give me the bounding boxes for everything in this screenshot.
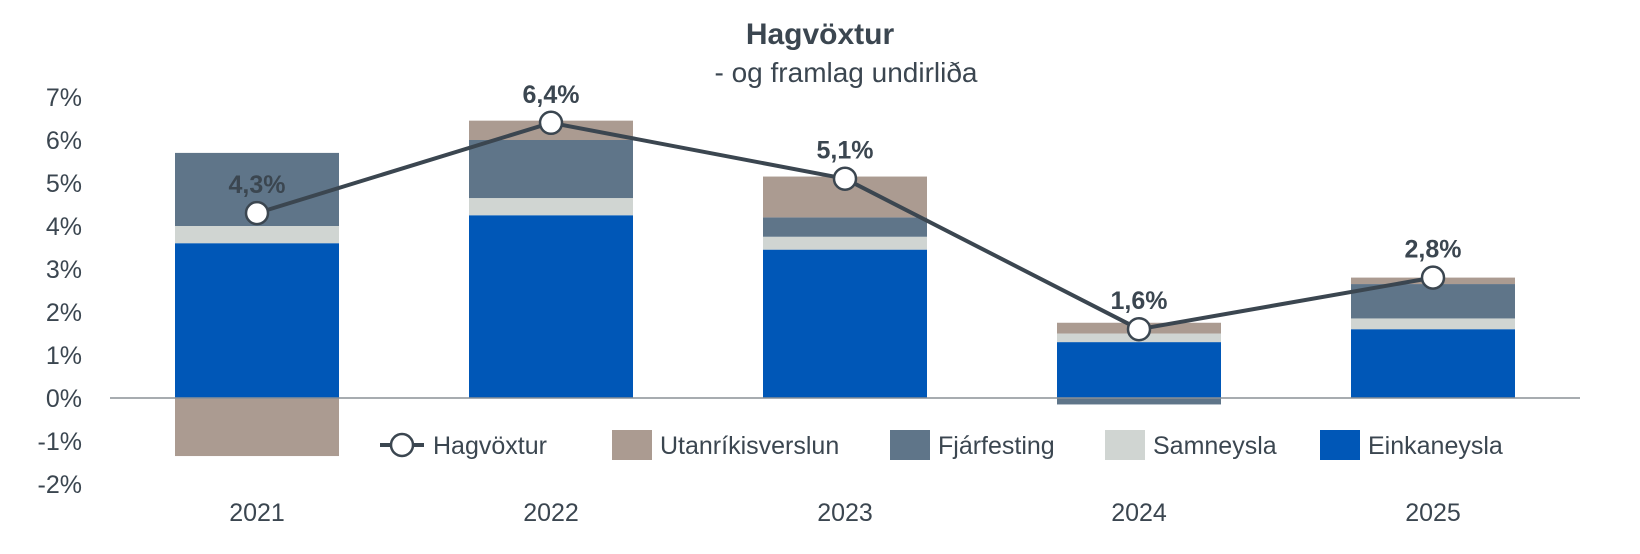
chart-title: Hagvöxtur bbox=[746, 18, 895, 51]
y-tick-label: 5% bbox=[46, 170, 82, 198]
bar-fjárfesting-2023 bbox=[763, 217, 927, 237]
y-tick-label: 7% bbox=[46, 84, 82, 112]
marker-hagvoxtur-2025 bbox=[1420, 265, 1446, 290]
y-axis: -2% -1% 0% 1% 2% 3% 4% 5% 6% 7% bbox=[38, 84, 82, 499]
chart-subtitle: - og framlag undirliða bbox=[714, 57, 977, 88]
marker-hagvoxtur-2023 bbox=[832, 166, 858, 191]
y-tick-label: -1% bbox=[38, 428, 82, 456]
y-tick-label: -2% bbox=[38, 471, 82, 499]
legend-label: Fjárfesting bbox=[938, 432, 1055, 460]
bar-einkaneysla-2021 bbox=[175, 243, 339, 398]
marker-hagvoxtur-2024 bbox=[1126, 316, 1152, 342]
y-tick-label: 1% bbox=[46, 342, 82, 370]
legend-marker-hagvoxtur bbox=[389, 432, 415, 458]
legend: Hagvöxtur Utanríkisverslun Fjárfesting Samn… bbox=[380, 430, 1503, 460]
x-axis: 2021 2022 2023 2024 2025 bbox=[229, 499, 1461, 527]
x-tick-label: 2023 bbox=[817, 499, 873, 527]
bar-einkaneysla-2024 bbox=[1057, 342, 1221, 398]
marker-hagvoxtur-2021 bbox=[244, 200, 270, 226]
bar-einkaneysla-2022 bbox=[469, 215, 633, 398]
marker-hagvoxtur-2022 bbox=[538, 110, 564, 136]
x-tick-label: 2024 bbox=[1111, 499, 1167, 527]
data-label-hagvoxtur: 4,3% bbox=[229, 171, 286, 199]
legend-label: Samneysla bbox=[1153, 432, 1277, 460]
bar-einkaneysla-2023 bbox=[763, 249, 927, 398]
bar-samneysla-2023 bbox=[763, 236, 927, 250]
legend-label: Utanríkisverslun bbox=[660, 432, 839, 460]
bar-fjárfesting-2024 bbox=[1057, 398, 1221, 405]
y-tick-label: 2% bbox=[46, 299, 82, 327]
x-tick-label: 2022 bbox=[523, 499, 579, 527]
bar-fjárfesting-2022 bbox=[469, 140, 633, 199]
line-layer: 4,3% 6,4% 5,1% 1,6% 2,8% bbox=[229, 81, 1462, 342]
y-tick-label: 4% bbox=[46, 213, 82, 241]
bar-samneysla-2021 bbox=[175, 226, 339, 244]
y-tick-label: 3% bbox=[46, 256, 82, 284]
legend-swatch-samneysla bbox=[1105, 430, 1145, 460]
legend-label: Einkaneysla bbox=[1368, 432, 1503, 460]
x-tick-label: 2025 bbox=[1405, 499, 1461, 527]
data-label-hagvoxtur: 6,4% bbox=[523, 81, 580, 109]
y-tick-label: 6% bbox=[46, 127, 82, 155]
x-tick-label: 2021 bbox=[229, 499, 285, 527]
legend-label: Hagvöxtur bbox=[433, 432, 547, 460]
bar-einkaneysla-2025 bbox=[1351, 329, 1515, 398]
legend-swatch-utanríkisverslun bbox=[612, 430, 652, 460]
data-label-hagvoxtur: 5,1% bbox=[817, 137, 874, 165]
data-label-hagvoxtur: 2,8% bbox=[1405, 236, 1462, 264]
legend-swatch-einkaneysla bbox=[1320, 430, 1360, 460]
bar-samneysla-2022 bbox=[469, 198, 633, 216]
y-tick-label: 0% bbox=[46, 385, 82, 413]
bar-utanríkisverslun-2021 bbox=[175, 398, 339, 457]
bar-samneysla-2025 bbox=[1351, 318, 1515, 330]
data-label-hagvoxtur: 1,6% bbox=[1111, 287, 1168, 315]
legend-swatch-fjárfesting bbox=[890, 430, 930, 460]
